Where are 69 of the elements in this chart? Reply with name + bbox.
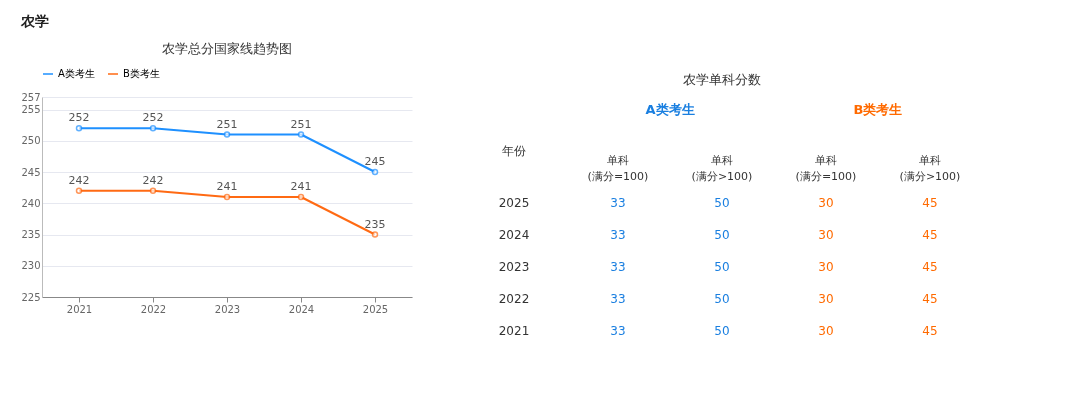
data-label: 50 <box>714 259 730 274</box>
point <box>371 168 379 176</box>
data-label: 33 <box>610 195 626 210</box>
data-label: 241 <box>290 180 312 193</box>
data-label: 50 <box>714 323 730 338</box>
data-label: 30 <box>818 259 834 274</box>
y-tick-label: 245 <box>21 166 41 178</box>
data-label: 245 <box>364 155 386 168</box>
point <box>149 187 157 194</box>
y-tick-label: 257 <box>21 91 41 103</box>
y-tick-label: 225 <box>21 291 41 303</box>
data-label: 251 <box>290 117 312 131</box>
x-tick-label: 2022 <box>140 303 167 315</box>
x-tick-label: 单科 (满分=100) <box>795 154 857 184</box>
chart-title: 农学总分国家线趋势图 <box>162 41 292 56</box>
data-label: 252 <box>68 111 90 125</box>
y-tick-label: 2021 <box>498 323 530 338</box>
x-tick-label: 2024 <box>288 303 315 315</box>
text: A类考生 <box>645 101 695 117</box>
data-label: 45 <box>922 291 938 306</box>
y-tick-label: 230 <box>21 260 41 272</box>
data-label: 30 <box>818 291 834 306</box>
y-tick-label: 240 <box>21 197 41 209</box>
point <box>75 125 83 132</box>
x-tick-label: 2021 <box>66 303 93 315</box>
data-label: 50 <box>714 291 730 306</box>
x-tick-label: 单科 (满分>100) <box>899 154 961 184</box>
x-tick-label: 单科 (满分>100) <box>691 154 753 184</box>
data-label: 45 <box>922 227 938 242</box>
chart-title: 农学单科分数 <box>683 72 761 87</box>
data-label: 33 <box>610 259 626 274</box>
data-label: 242 <box>68 173 90 187</box>
data-label: 251 <box>216 117 238 131</box>
point <box>75 187 83 194</box>
point <box>297 131 305 138</box>
y-tick-label: 2025 <box>498 195 530 210</box>
data-label: 50 <box>714 227 730 242</box>
data-label: 33 <box>610 227 626 242</box>
point <box>371 231 379 238</box>
legend-label: A类考生 <box>58 68 95 79</box>
y-axis-title: 年份 <box>502 144 526 159</box>
data-label: 242 <box>142 173 164 187</box>
data-label: 33 <box>610 291 626 306</box>
data-label: 30 <box>818 195 834 210</box>
data-label: 30 <box>818 323 834 338</box>
data-label: 252 <box>142 111 164 125</box>
point <box>223 131 231 138</box>
x-tick-label: 2025 <box>362 303 389 315</box>
y-tick-label: 255 <box>21 104 41 115</box>
y-tick-label: 2023 <box>498 259 530 274</box>
data-label: 33 <box>610 323 626 338</box>
data-label: 50 <box>714 195 730 210</box>
x-tick-label: 2023 <box>214 303 241 315</box>
point <box>149 125 157 132</box>
legend-label: B类考生 <box>123 68 160 79</box>
y-tick-label: 2024 <box>498 227 530 242</box>
data-label: 235 <box>364 217 386 231</box>
data-label: 45 <box>922 195 938 210</box>
point <box>223 193 231 201</box>
text: 农学 <box>19 13 49 29</box>
data-label: 241 <box>216 180 238 193</box>
point <box>297 193 305 201</box>
data-label: 45 <box>922 259 938 274</box>
y-tick-label: 250 <box>21 135 41 147</box>
y-tick-label: 235 <box>21 229 41 240</box>
text: B类考生 <box>853 101 903 117</box>
x-tick-label: 单科 (满分=100) <box>587 154 649 184</box>
data-label: 45 <box>922 323 938 338</box>
data-label: 30 <box>818 227 834 242</box>
